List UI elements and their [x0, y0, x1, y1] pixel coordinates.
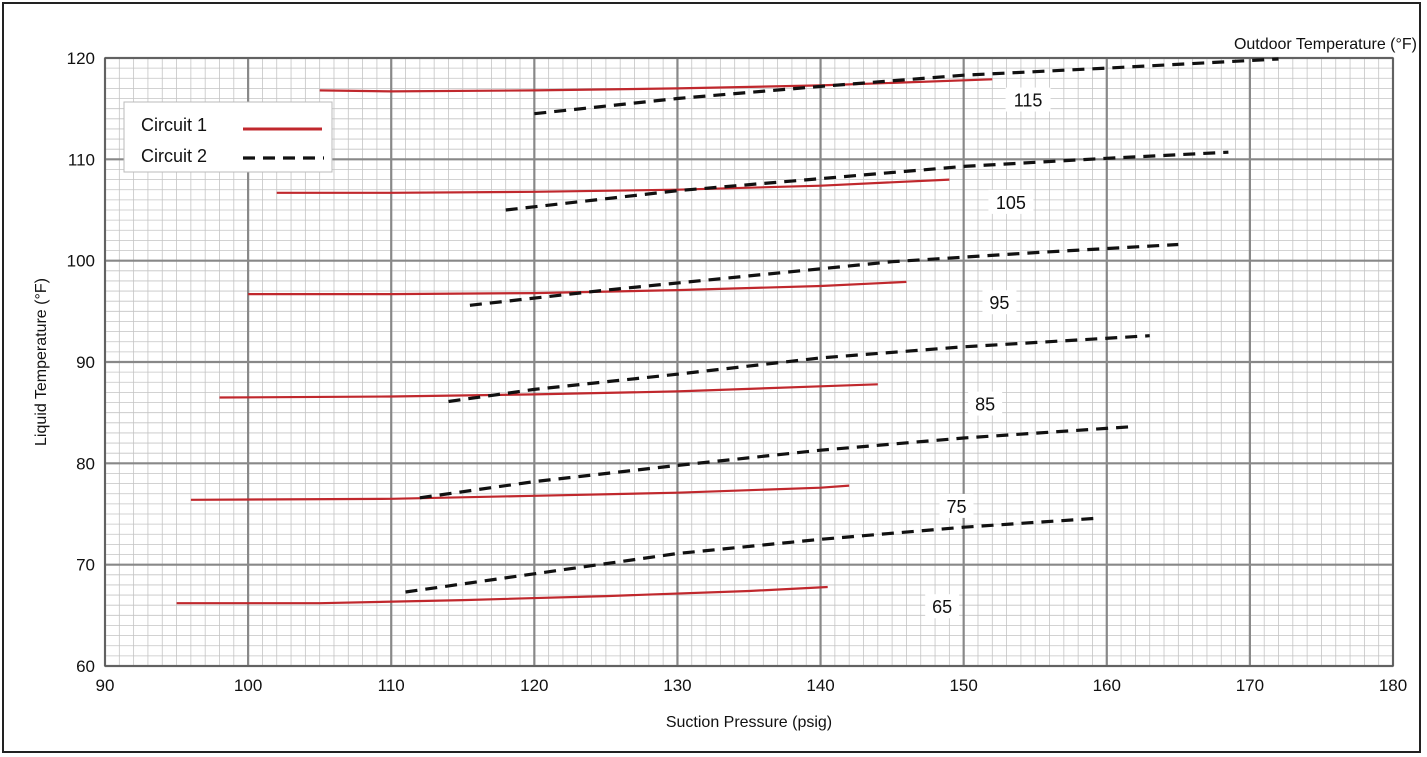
- x-tick-label: 150: [949, 676, 977, 695]
- x-tick-label: 120: [520, 676, 548, 695]
- y-tick-labels: 60 70 80 90 100 110 120: [67, 49, 95, 676]
- y-tick-label: 80: [76, 454, 95, 473]
- y-tick-label: 60: [76, 657, 95, 676]
- x-axis-label: Suction Pressure (psig): [666, 714, 832, 731]
- x-tick-label: 180: [1379, 676, 1407, 695]
- outdoor-temp-label-95: 95: [989, 293, 1009, 313]
- outdoor-temperature-label: Outdoor Temperature (°F): [1234, 36, 1417, 53]
- curve-label-layer: 115 105 95 85 75 65: [925, 87, 1051, 619]
- outdoor-temp-label-75: 75: [946, 497, 966, 517]
- x-tick-label: 130: [663, 676, 691, 695]
- circuit-1-line-95: [248, 280, 907, 296]
- circuit-2-line-95: [469, 242, 1179, 307]
- curve-label-bg: [968, 391, 1003, 416]
- circuit-1-line-105: [276, 178, 950, 194]
- x-tick-label: 140: [806, 676, 834, 695]
- y-tick-label: 70: [76, 556, 95, 575]
- y-tick-label: 110: [68, 150, 95, 169]
- y-tick-label: 100: [67, 252, 95, 271]
- legend-label-circuit-1: Circuit 1: [141, 115, 207, 135]
- curve-label-bg: [939, 493, 974, 518]
- outdoor-temp-label-65: 65: [932, 597, 952, 617]
- x-tick-labels: 90 100 110 120 130 140 150 160 170 180: [96, 676, 1408, 695]
- x-tick-label: 90: [96, 676, 115, 695]
- curve-label-bg: [925, 594, 960, 619]
- circuit-1-line-65: [176, 585, 828, 605]
- outdoor-temp-label-85: 85: [975, 395, 995, 415]
- x-tick-label: 170: [1236, 676, 1264, 695]
- circuit-2-line-75: [419, 425, 1129, 500]
- circuit-1-line-75: [190, 484, 850, 501]
- circuit-2-line-85: [448, 334, 1150, 404]
- plot-border: [104, 57, 1394, 667]
- circuit-2-line-115: [534, 57, 1279, 116]
- circuit-2-line-65: [405, 516, 1100, 594]
- outdoor-temp-label-105: 105: [996, 193, 1026, 213]
- curve-label-bg: [988, 189, 1034, 214]
- x-tick-label: 110: [378, 676, 405, 695]
- circuit-1-line-115: [319, 78, 993, 93]
- y-tick-label: 120: [67, 49, 95, 68]
- curve-label-bg: [1005, 87, 1051, 112]
- curve-label-bg: [982, 290, 1017, 315]
- circuit-1-line-85: [219, 383, 878, 399]
- x-tick-label: 160: [1093, 676, 1121, 695]
- y-axis-label: Liquid Temperature (°F): [33, 278, 50, 446]
- outdoor-temp-label-115: 115: [1014, 91, 1043, 111]
- series-layer: [176, 57, 1279, 605]
- legend-box: [123, 101, 333, 173]
- legend-label-circuit-2: Circuit 2: [141, 146, 207, 166]
- legend: Circuit 1 Circuit 2: [123, 101, 333, 173]
- circuit-2-line-105: [505, 150, 1229, 212]
- x-tick-label: 100: [234, 676, 262, 695]
- y-tick-label: 90: [76, 353, 95, 372]
